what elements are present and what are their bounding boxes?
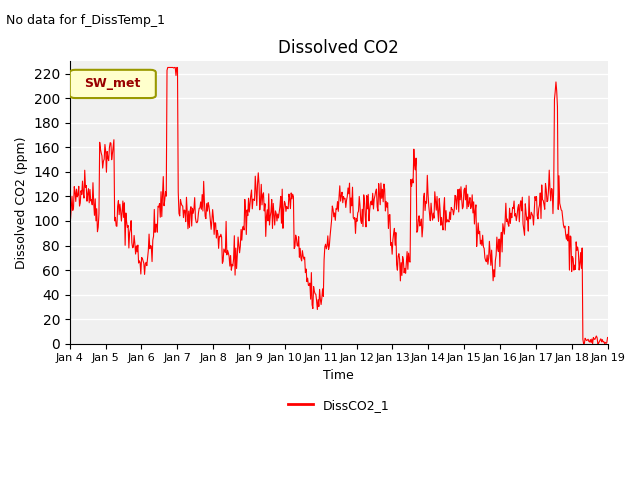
Y-axis label: Dissolved CO2 (ppm): Dissolved CO2 (ppm) bbox=[15, 136, 28, 269]
Text: No data for f_DissTemp_1: No data for f_DissTemp_1 bbox=[6, 14, 165, 27]
Legend: DissCO2_1: DissCO2_1 bbox=[283, 394, 394, 417]
Text: SW_met: SW_met bbox=[84, 77, 141, 90]
Title: Dissolved CO2: Dissolved CO2 bbox=[278, 39, 399, 57]
X-axis label: Time: Time bbox=[323, 369, 354, 382]
FancyBboxPatch shape bbox=[70, 70, 156, 98]
